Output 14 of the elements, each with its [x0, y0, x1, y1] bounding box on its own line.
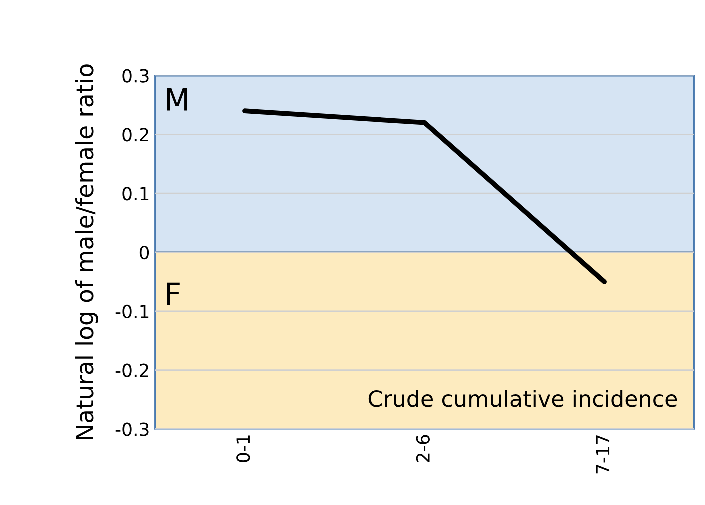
annotation: Crude cumulative incidence: [368, 390, 678, 408]
y-tick-label: -0.1: [116, 304, 149, 319]
y-tick-label: -0.3: [116, 422, 149, 436]
y-tick-label: -0.2: [116, 364, 148, 378]
x-tick-label: 7-17: [596, 436, 610, 474]
band-label: M: [167, 88, 188, 111]
x-tick-label: 0-1: [236, 436, 250, 462]
y-tick-label: 0.3: [122, 69, 149, 83]
y-tick-label: 0.1: [122, 187, 149, 201]
band-label: F: [167, 282, 180, 306]
y-axis-title: Natural log of male/female ratio: [75, 64, 98, 440]
x-tick-label: 2-6: [416, 435, 430, 462]
y-tick-label: 0.2: [122, 128, 148, 142]
y-tick-label: 0: [140, 246, 150, 260]
